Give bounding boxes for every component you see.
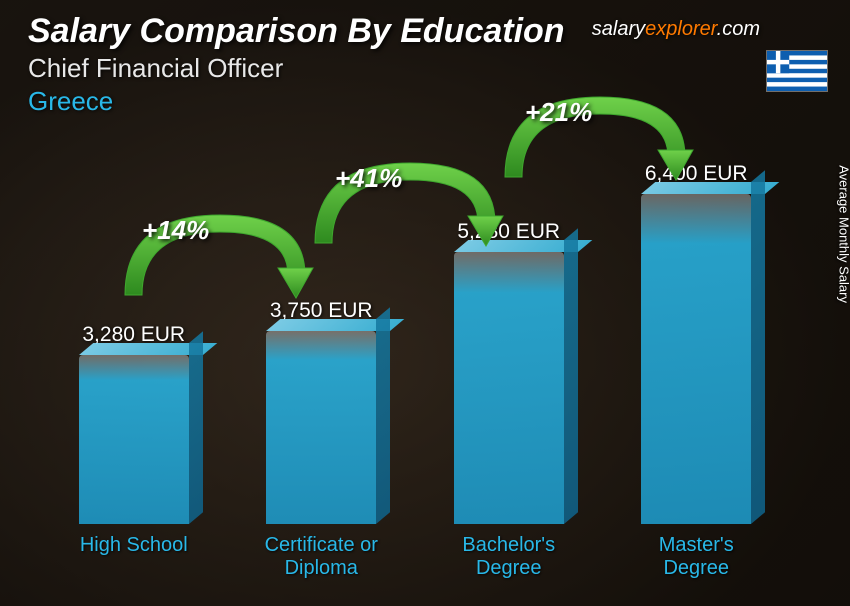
growth-percent: +41% [335,163,402,194]
growth-percent: +14% [142,215,209,246]
bar [266,331,376,524]
bar [454,252,564,524]
bar-label: Master'sDegree [659,534,734,586]
header: Salary Comparison By Education Chief Fin… [28,12,565,117]
y-axis-label: Average Monthly Salary [837,165,850,303]
page-title: Salary Comparison By Education [28,12,565,51]
bar-label: High School [80,534,188,586]
growth-arrow [300,148,520,268]
bar-group: 3,750 EUR Certificate orDiploma [231,299,411,586]
brand-tld: .com [717,18,760,40]
job-title: Chief Financial Officer [28,53,565,84]
bar [641,194,751,524]
bar [79,355,189,524]
country-name: Greece [28,86,565,117]
bar-group: 6,400 EUR Master'sDegree [606,162,786,586]
brand-suffix: explorer [645,18,717,40]
flag-icon [766,50,828,92]
bar-label: Bachelor'sDegree [462,534,555,586]
bar-group: 5,280 EUR Bachelor'sDegree [419,220,599,586]
brand-prefix: salary [592,18,645,40]
bar-label: Certificate orDiploma [265,534,378,586]
brand-logo: salaryexplorer.com [592,18,760,41]
bar-group: 3,280 EUR High School [44,323,224,586]
